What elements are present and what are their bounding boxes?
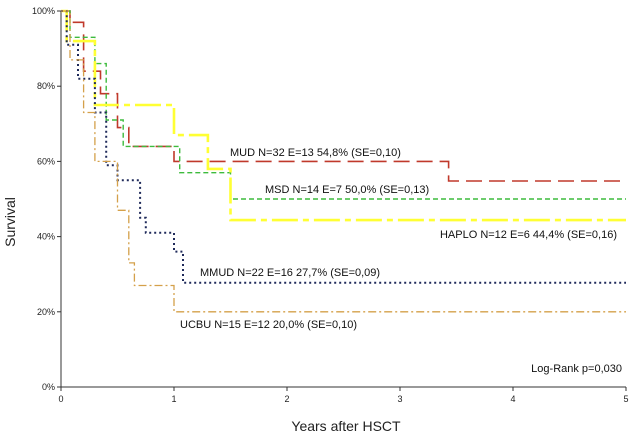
x-tick-label: 0 <box>58 394 63 404</box>
x-tick-label: 2 <box>284 394 289 404</box>
series-layer <box>61 9 626 313</box>
y-tick-label: 40% <box>37 232 55 242</box>
y-tick-label: 100% <box>32 6 55 16</box>
series-line-ucbu <box>61 10 626 313</box>
series-line-mud <box>61 10 626 182</box>
y-tick-label: 20% <box>37 307 55 317</box>
series-label-haplo: HAPLO N=12 E=6 44,4% (SE=0,16) <box>440 229 617 241</box>
y-tick-label: 60% <box>37 156 55 166</box>
series-label-mmud: MMUD N=22 E=16 27,7% (SE=0,09) <box>200 267 380 279</box>
x-tick-label: 5 <box>623 394 628 404</box>
series-line-mmud <box>61 10 626 284</box>
series-labels: MUD N=32 E=13 54,8% (SE=0,10) MSD N=14 E=… <box>180 147 617 331</box>
log-rank-annotation: Log-Rank p=0,030 <box>531 363 622 375</box>
series-line-haplo <box>61 9 626 222</box>
series-line-msd <box>61 10 626 200</box>
x-tick-label: 3 <box>397 394 402 404</box>
y-tick-label: 80% <box>37 81 55 91</box>
x-tick-label: 4 <box>510 394 515 404</box>
series-label-msd: MSD N=14 E=7 50,0% (SE=0,13) <box>265 184 429 196</box>
axes: 0% 20% 40% 60% 80% 100% 0 1 2 3 4 5 <box>32 6 629 404</box>
series-label-ucbu: UCBU N=15 E=12 20,0% (SE=0,10) <box>180 319 357 331</box>
x-axis-label: Years after HSCT <box>291 418 401 434</box>
y-axis-label: Survival <box>2 197 18 247</box>
x-tick-label: 1 <box>171 394 176 404</box>
series-label-mud: MUD N=32 E=13 54,8% (SE=0,10) <box>230 147 401 159</box>
y-tick-label: 0% <box>42 382 55 392</box>
